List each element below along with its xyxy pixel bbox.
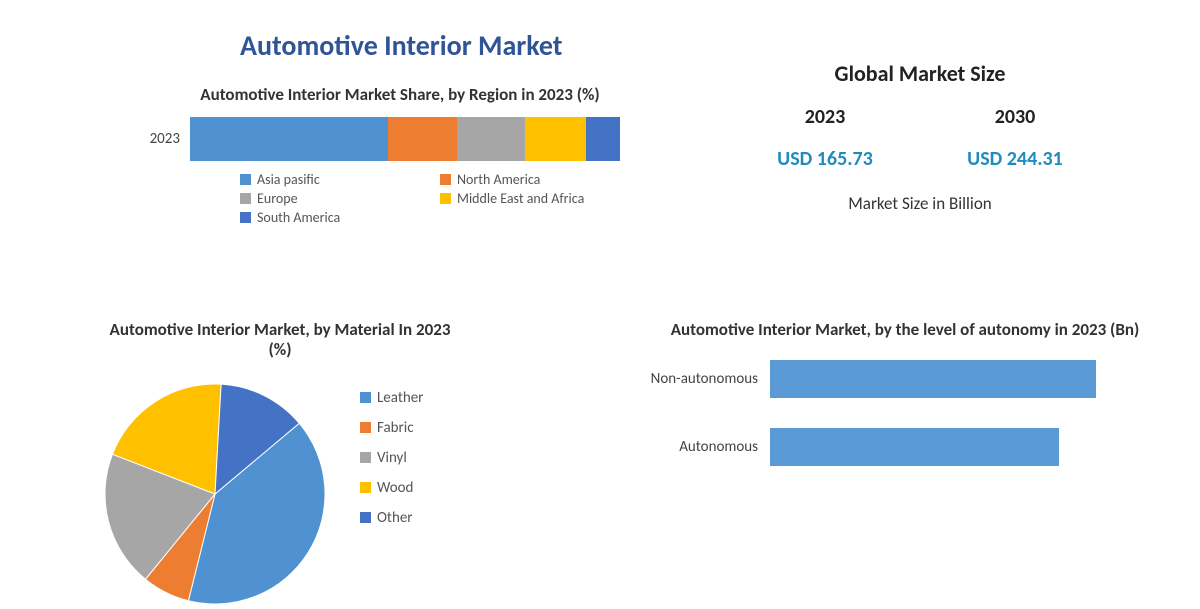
- region-share-bar-row: 2023: [130, 117, 670, 161]
- autonomy-title: Automotive Interior Market, by the level…: [640, 320, 1170, 340]
- autonomy-bar-row: Non-autonomous: [640, 360, 1170, 398]
- region-share-stacked-bar: [190, 117, 620, 161]
- legend-swatch: [360, 512, 371, 523]
- legend-swatch: [440, 174, 451, 185]
- region-segment: [586, 117, 620, 161]
- legend-item: Leather: [360, 389, 423, 407]
- legend-item: Asia pasific: [240, 171, 440, 188]
- legend-swatch: [240, 174, 251, 185]
- autonomy-bars-container: Non-autonomous Autonomous: [640, 360, 1170, 466]
- legend-item: North America: [440, 171, 640, 188]
- gms-subtext: Market Size in Billion: [730, 193, 1110, 214]
- legend-label: Vinyl: [377, 449, 407, 467]
- legend-swatch: [360, 422, 371, 433]
- autonomy-bar-label: Autonomous: [640, 439, 770, 456]
- legend-label: Fabric: [377, 419, 414, 437]
- region-segment: [190, 117, 388, 161]
- legend-item: Fabric: [360, 419, 423, 437]
- gms-year-1: 2030: [995, 105, 1036, 129]
- legend-label: Middle East and Africa: [457, 190, 584, 207]
- gms-value-1: USD 244.31: [967, 147, 1063, 171]
- legend-label: Europe: [257, 190, 298, 207]
- gms-heading: Global Market Size: [730, 60, 1110, 87]
- material-pie-legend: Leather Fabric Vinyl Wood Other: [360, 389, 423, 539]
- legend-label: South America: [257, 209, 340, 226]
- legend-item: Vinyl: [360, 449, 423, 467]
- autonomy-bar-label: Non-autonomous: [640, 371, 770, 388]
- autonomy-bar-chart: Automotive Interior Market, by the level…: [640, 320, 1170, 496]
- legend-item: Other: [360, 509, 423, 527]
- material-pie-svg: [100, 379, 330, 609]
- page-title: Automotive Interior Market: [240, 28, 563, 63]
- autonomy-bar: [770, 428, 1059, 466]
- region-share-legend: Asia pasific North America Europe Middle Ea…: [240, 171, 660, 228]
- legend-item: Middle East and Africa: [440, 190, 640, 207]
- legend-swatch: [360, 482, 371, 493]
- global-market-size-block: Global Market Size 2023 2030 USD 165.73 …: [730, 60, 1110, 214]
- region-share-title: Automotive Interior Market Share, by Reg…: [130, 85, 670, 105]
- legend-label: Other: [377, 509, 413, 527]
- region-segment: [457, 117, 526, 161]
- legend-label: Wood: [377, 479, 413, 497]
- legend-item: Wood: [360, 479, 423, 497]
- autonomy-bar: [770, 360, 1096, 398]
- legend-swatch: [240, 212, 251, 223]
- material-pie-title: Automotive Interior Market, by Material …: [100, 320, 460, 361]
- region-share-chart: Automotive Interior Market Share, by Reg…: [130, 85, 670, 228]
- region-segment: [388, 117, 457, 161]
- legend-item: Europe: [240, 190, 440, 207]
- legend-swatch: [440, 193, 451, 204]
- legend-label: Asia pasific: [257, 171, 320, 188]
- material-pie-chart: Automotive Interior Market, by Material …: [100, 320, 660, 609]
- gms-year-0: 2023: [805, 105, 846, 129]
- legend-swatch: [240, 193, 251, 204]
- gms-value-0: USD 165.73: [777, 147, 873, 171]
- legend-swatch: [360, 452, 371, 463]
- legend-swatch: [360, 392, 371, 403]
- legend-label: Leather: [377, 389, 423, 407]
- legend-item: South America: [240, 209, 440, 226]
- autonomy-bar-row: Autonomous: [640, 428, 1170, 466]
- region-segment: [525, 117, 585, 161]
- legend-label: North America: [457, 171, 540, 188]
- region-share-ylabel: 2023: [130, 130, 190, 148]
